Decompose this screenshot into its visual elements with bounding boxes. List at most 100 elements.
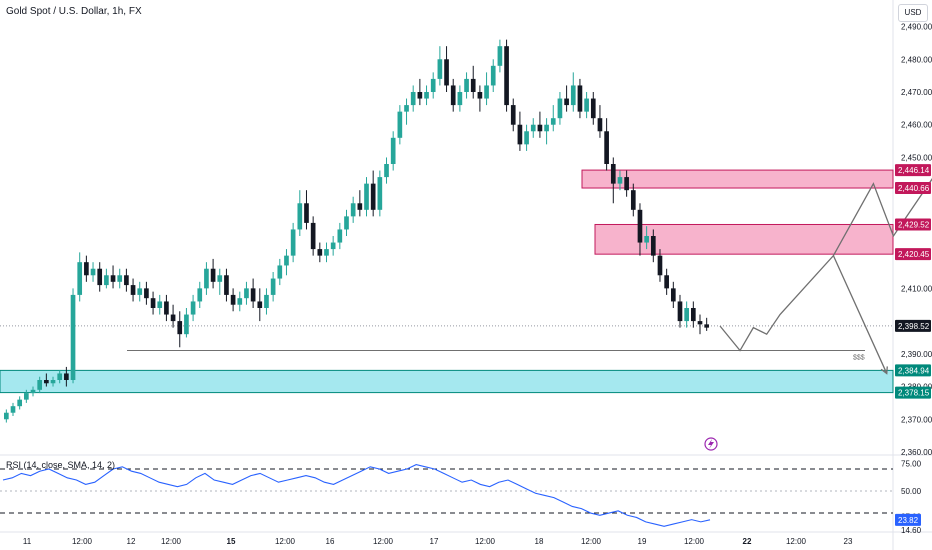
rsi-line xyxy=(2,464,711,527)
time-tick-label: 12:00 xyxy=(275,537,296,546)
candle-body xyxy=(150,298,156,308)
price-marker-badge xyxy=(895,218,931,231)
rsi-tick-label: 50.00 xyxy=(901,487,922,496)
candle-body xyxy=(657,255,663,276)
time-tick-label: 16 xyxy=(326,537,335,546)
price-marker-label: 2,446.14 xyxy=(898,166,930,175)
currency-badge[interactable]: USD xyxy=(898,4,928,22)
candle-body xyxy=(104,275,109,286)
candle-body xyxy=(250,288,256,302)
candle-body xyxy=(684,308,689,322)
time-tick-label: 12 xyxy=(127,537,136,546)
candle-body xyxy=(284,255,289,266)
candle-body xyxy=(237,298,243,305)
time-tick-label: 18 xyxy=(535,537,544,546)
candle-body xyxy=(637,209,643,243)
time-tick-label: 22 xyxy=(743,537,752,546)
candle-body xyxy=(350,203,356,217)
price-marker-label: 2,378.15 xyxy=(898,389,930,398)
projection-arrowhead xyxy=(880,366,888,375)
time-tick-label: 12:00 xyxy=(373,537,394,546)
candle-body xyxy=(430,78,436,92)
candle-body xyxy=(337,229,343,243)
candle-body xyxy=(464,78,469,92)
candle-body xyxy=(410,92,416,106)
candle-body xyxy=(270,278,276,295)
candle-body xyxy=(170,314,176,322)
candle-body xyxy=(557,98,563,119)
candle-body xyxy=(577,85,583,112)
candle-body xyxy=(364,183,369,210)
price-marker-badge xyxy=(895,248,931,261)
candle-body xyxy=(190,301,196,315)
candle-body xyxy=(64,373,69,380)
time-tick-label: 12:00 xyxy=(786,537,807,546)
candle-body xyxy=(24,393,29,400)
candle-body xyxy=(177,321,183,335)
price-marker-label: 2,398.52 xyxy=(898,322,930,331)
candle-body xyxy=(37,380,43,390)
price-tick-label: 2,460.00 xyxy=(901,121,932,130)
candle-body xyxy=(650,236,656,256)
price-marker-badge xyxy=(895,319,931,332)
candle-body xyxy=(50,380,56,384)
price-marker-badge xyxy=(895,386,931,399)
time-tick-label: 23 xyxy=(844,537,853,546)
candle-body xyxy=(204,268,209,289)
candle-body xyxy=(624,177,629,191)
price-tick-label: 2,410.00 xyxy=(901,284,932,293)
price-tick-label: 2,490.00 xyxy=(901,23,932,32)
price-marker-label: 2,440.66 xyxy=(898,184,930,193)
candle-body xyxy=(544,124,549,132)
candle-body xyxy=(397,111,403,138)
candle-body xyxy=(297,203,303,230)
candle-body xyxy=(444,59,449,86)
price-marker-label: 2,429.52 xyxy=(898,220,930,229)
time-tick-label: 15 xyxy=(227,537,236,546)
candle-body xyxy=(317,249,323,256)
candle-body xyxy=(477,92,483,99)
price-marker-badge xyxy=(895,164,931,177)
price-marker-badge xyxy=(895,364,931,377)
candle-body xyxy=(677,301,683,322)
candle-body xyxy=(517,124,523,145)
candle-body xyxy=(344,216,349,230)
candle-body xyxy=(264,294,269,308)
lightning-icon-glyph xyxy=(708,439,714,449)
candle-body xyxy=(550,118,556,125)
time-tick-label: 17 xyxy=(430,537,439,546)
candle-body xyxy=(604,131,609,164)
candle-body xyxy=(310,222,316,250)
projection-path xyxy=(719,178,932,352)
candle-body xyxy=(70,294,76,380)
time-tick-label: 12:00 xyxy=(475,537,496,546)
time-tick-label: 12:00 xyxy=(684,537,705,546)
time-tick-label: 12:00 xyxy=(161,537,182,546)
candle-body xyxy=(504,46,509,106)
candle-body xyxy=(590,98,596,119)
candle-body xyxy=(537,124,543,132)
candle-body xyxy=(124,275,129,286)
price-tick-label: 2,450.00 xyxy=(901,153,932,162)
candle-body xyxy=(57,373,63,380)
candle-body xyxy=(690,308,696,322)
price-marker-label: 2,420.45 xyxy=(898,250,930,259)
rsi-tick-label: 75.00 xyxy=(901,460,922,469)
candle-body xyxy=(330,242,336,250)
candle-body xyxy=(77,262,83,295)
candle-body xyxy=(210,268,216,282)
candle-body xyxy=(10,406,16,413)
candle-body xyxy=(130,285,136,295)
candle-body xyxy=(224,275,229,295)
price-marker-label: 2,384.94 xyxy=(898,366,930,375)
candle-body xyxy=(324,249,329,256)
chart-title: Gold Spot / U.S. Dollar, 1h, FX xyxy=(6,6,142,17)
supply-zone xyxy=(581,169,894,189)
price-tick-label: 2,470.00 xyxy=(901,88,932,97)
candle-body xyxy=(450,85,456,106)
candle-body xyxy=(610,164,616,184)
rsi-value-badge xyxy=(895,513,921,526)
candle-body xyxy=(497,46,503,66)
